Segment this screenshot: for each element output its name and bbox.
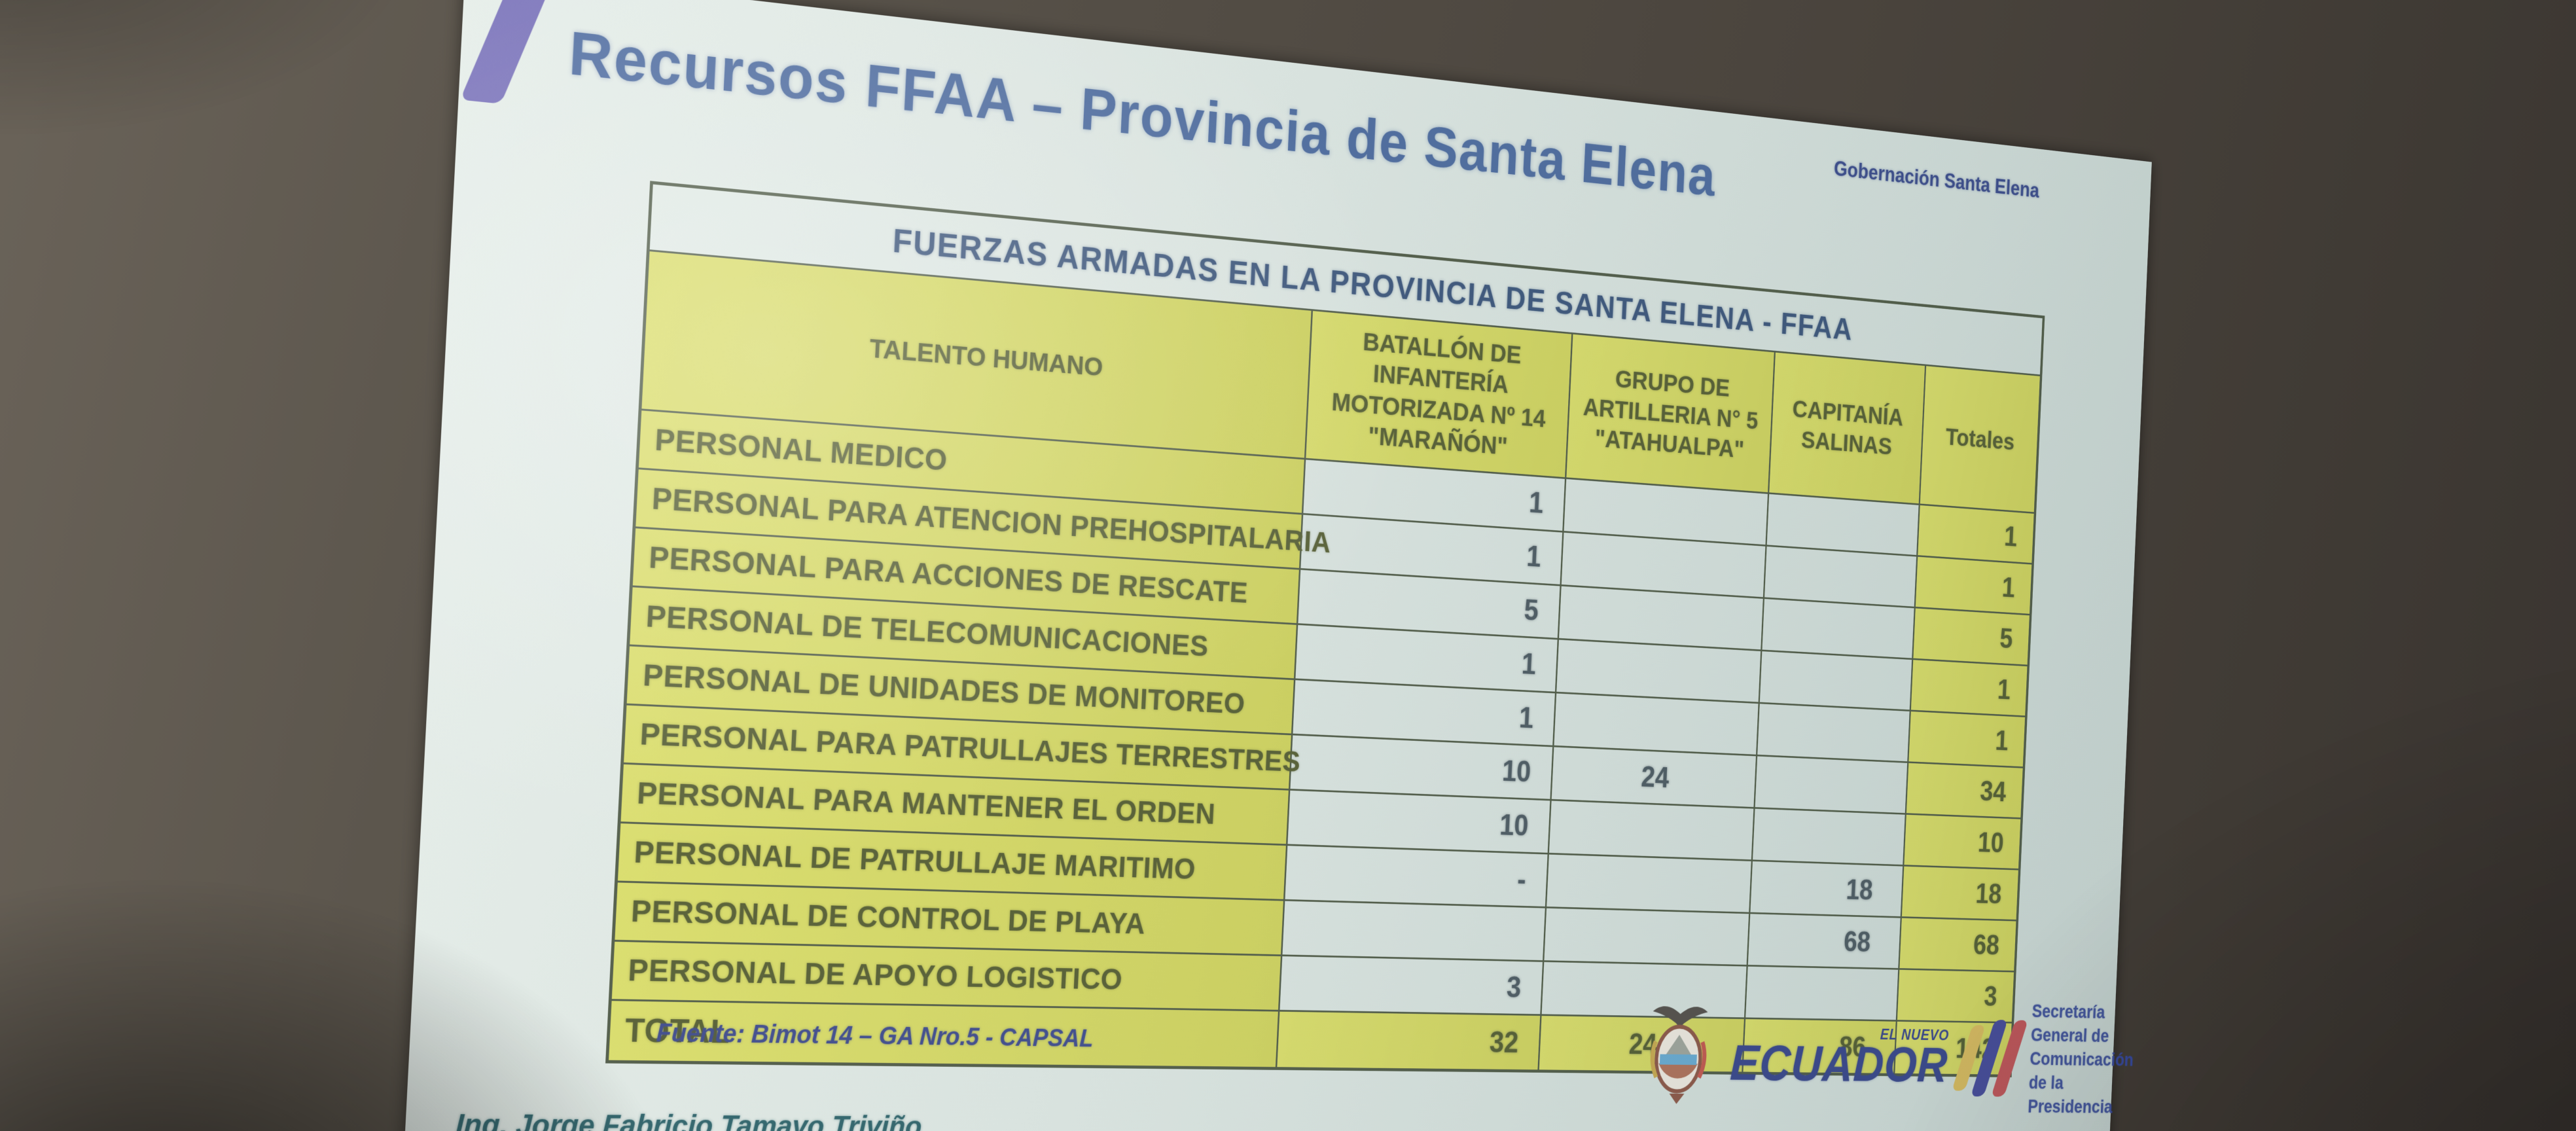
cell-capitania <box>1761 598 1915 659</box>
ecuador-coat-of-arms-icon <box>1639 1005 1719 1104</box>
logo-brand-block: EL NUEVO ECUADOR <box>1728 1026 1950 1092</box>
column-header-batallon-infanteria: BATALLÓN DE INFANTERÍA MOTORIZADA Nº 14 … <box>1304 310 1573 478</box>
cell-grupo <box>1556 638 1762 703</box>
cell-totales: 10 <box>1903 814 2022 870</box>
ecuador-logo: EL NUEVO ECUADOR Secretaría General de C… <box>1638 992 2136 1119</box>
logo-org-line2: Comunicación de la Presidencia <box>2027 1048 2134 1117</box>
slide: Recursos FFAA – Provincia de Santa Elena… <box>398 0 2152 1131</box>
ffaa-table: FUERZAS ARMADAS EN LA PROVINCIA DE SANTA… <box>605 181 2045 1077</box>
cell-grupo <box>1548 799 1755 861</box>
logo-org-caption: Secretaría General de Comunicación de la… <box>2028 999 2136 1119</box>
cell-capitania <box>1759 650 1912 711</box>
total-batallon: 32 <box>1276 1011 1541 1071</box>
cell-capitania: 18 <box>1749 860 1903 918</box>
cell-capitania <box>1766 493 1920 556</box>
cell-totales: 1 <box>1910 658 2029 717</box>
table-body: PERSONAL MEDICO 1 1 PERSONAL PARA ATENCI… <box>610 409 2035 1023</box>
cell-totales: 1 <box>1907 710 2026 768</box>
author-credit: Ing. Jorge Fabricio Tamayo Triviño <box>454 1107 923 1131</box>
cell-grupo <box>1543 907 1750 966</box>
logo-org-line1: Secretaría General de <box>2030 1000 2109 1046</box>
column-header-totales: Totales <box>1919 365 2041 513</box>
cell-totales: 68 <box>1898 917 2018 972</box>
source-note: Fuente: Bimot 14 – GA Nro.5 - CAPSAL <box>656 1018 1094 1052</box>
cell-batallon: 10 <box>1286 789 1551 854</box>
gobernacion-label: Gobernación Santa Elena <box>1833 156 2040 202</box>
column-header-grupo-artilleria: GRUPO DE ARTILLERIA N° 5 "ATAHUALPA" <box>1565 333 1775 494</box>
cell-totales: 18 <box>1901 865 2020 921</box>
column-header-capitania-salinas: CAPITANÍA SALINAS <box>1768 351 1925 505</box>
cell-batallon: 10 <box>1289 734 1554 800</box>
cell-totales: 1 <box>1916 504 2035 564</box>
cell-batallon: - <box>1283 844 1549 908</box>
cell-batallon: 3 <box>1278 955 1544 1015</box>
cell-capitania <box>1756 702 1910 763</box>
cell-grupo: 24 <box>1550 745 1757 808</box>
cell-totales: 1 <box>1914 556 2033 615</box>
cell-capitania <box>1751 808 1906 866</box>
flag-stripes-icon <box>1952 1016 2028 1100</box>
cell-totales: 34 <box>1905 762 2024 819</box>
cell-grupo <box>1546 853 1752 913</box>
slide-title: Recursos FFAA – Provincia de Santa Elena <box>567 17 1718 208</box>
cell-batallon <box>1281 900 1547 961</box>
cell-capitania <box>1754 755 1908 814</box>
cell-grupo <box>1553 692 1759 755</box>
cell-totales: 5 <box>1912 607 2031 666</box>
purple-slash-icon <box>459 0 567 104</box>
logo-brand: ECUADOR <box>1728 1033 1949 1092</box>
cell-capitania <box>1763 545 1917 607</box>
cell-capitania: 68 <box>1747 912 1901 969</box>
